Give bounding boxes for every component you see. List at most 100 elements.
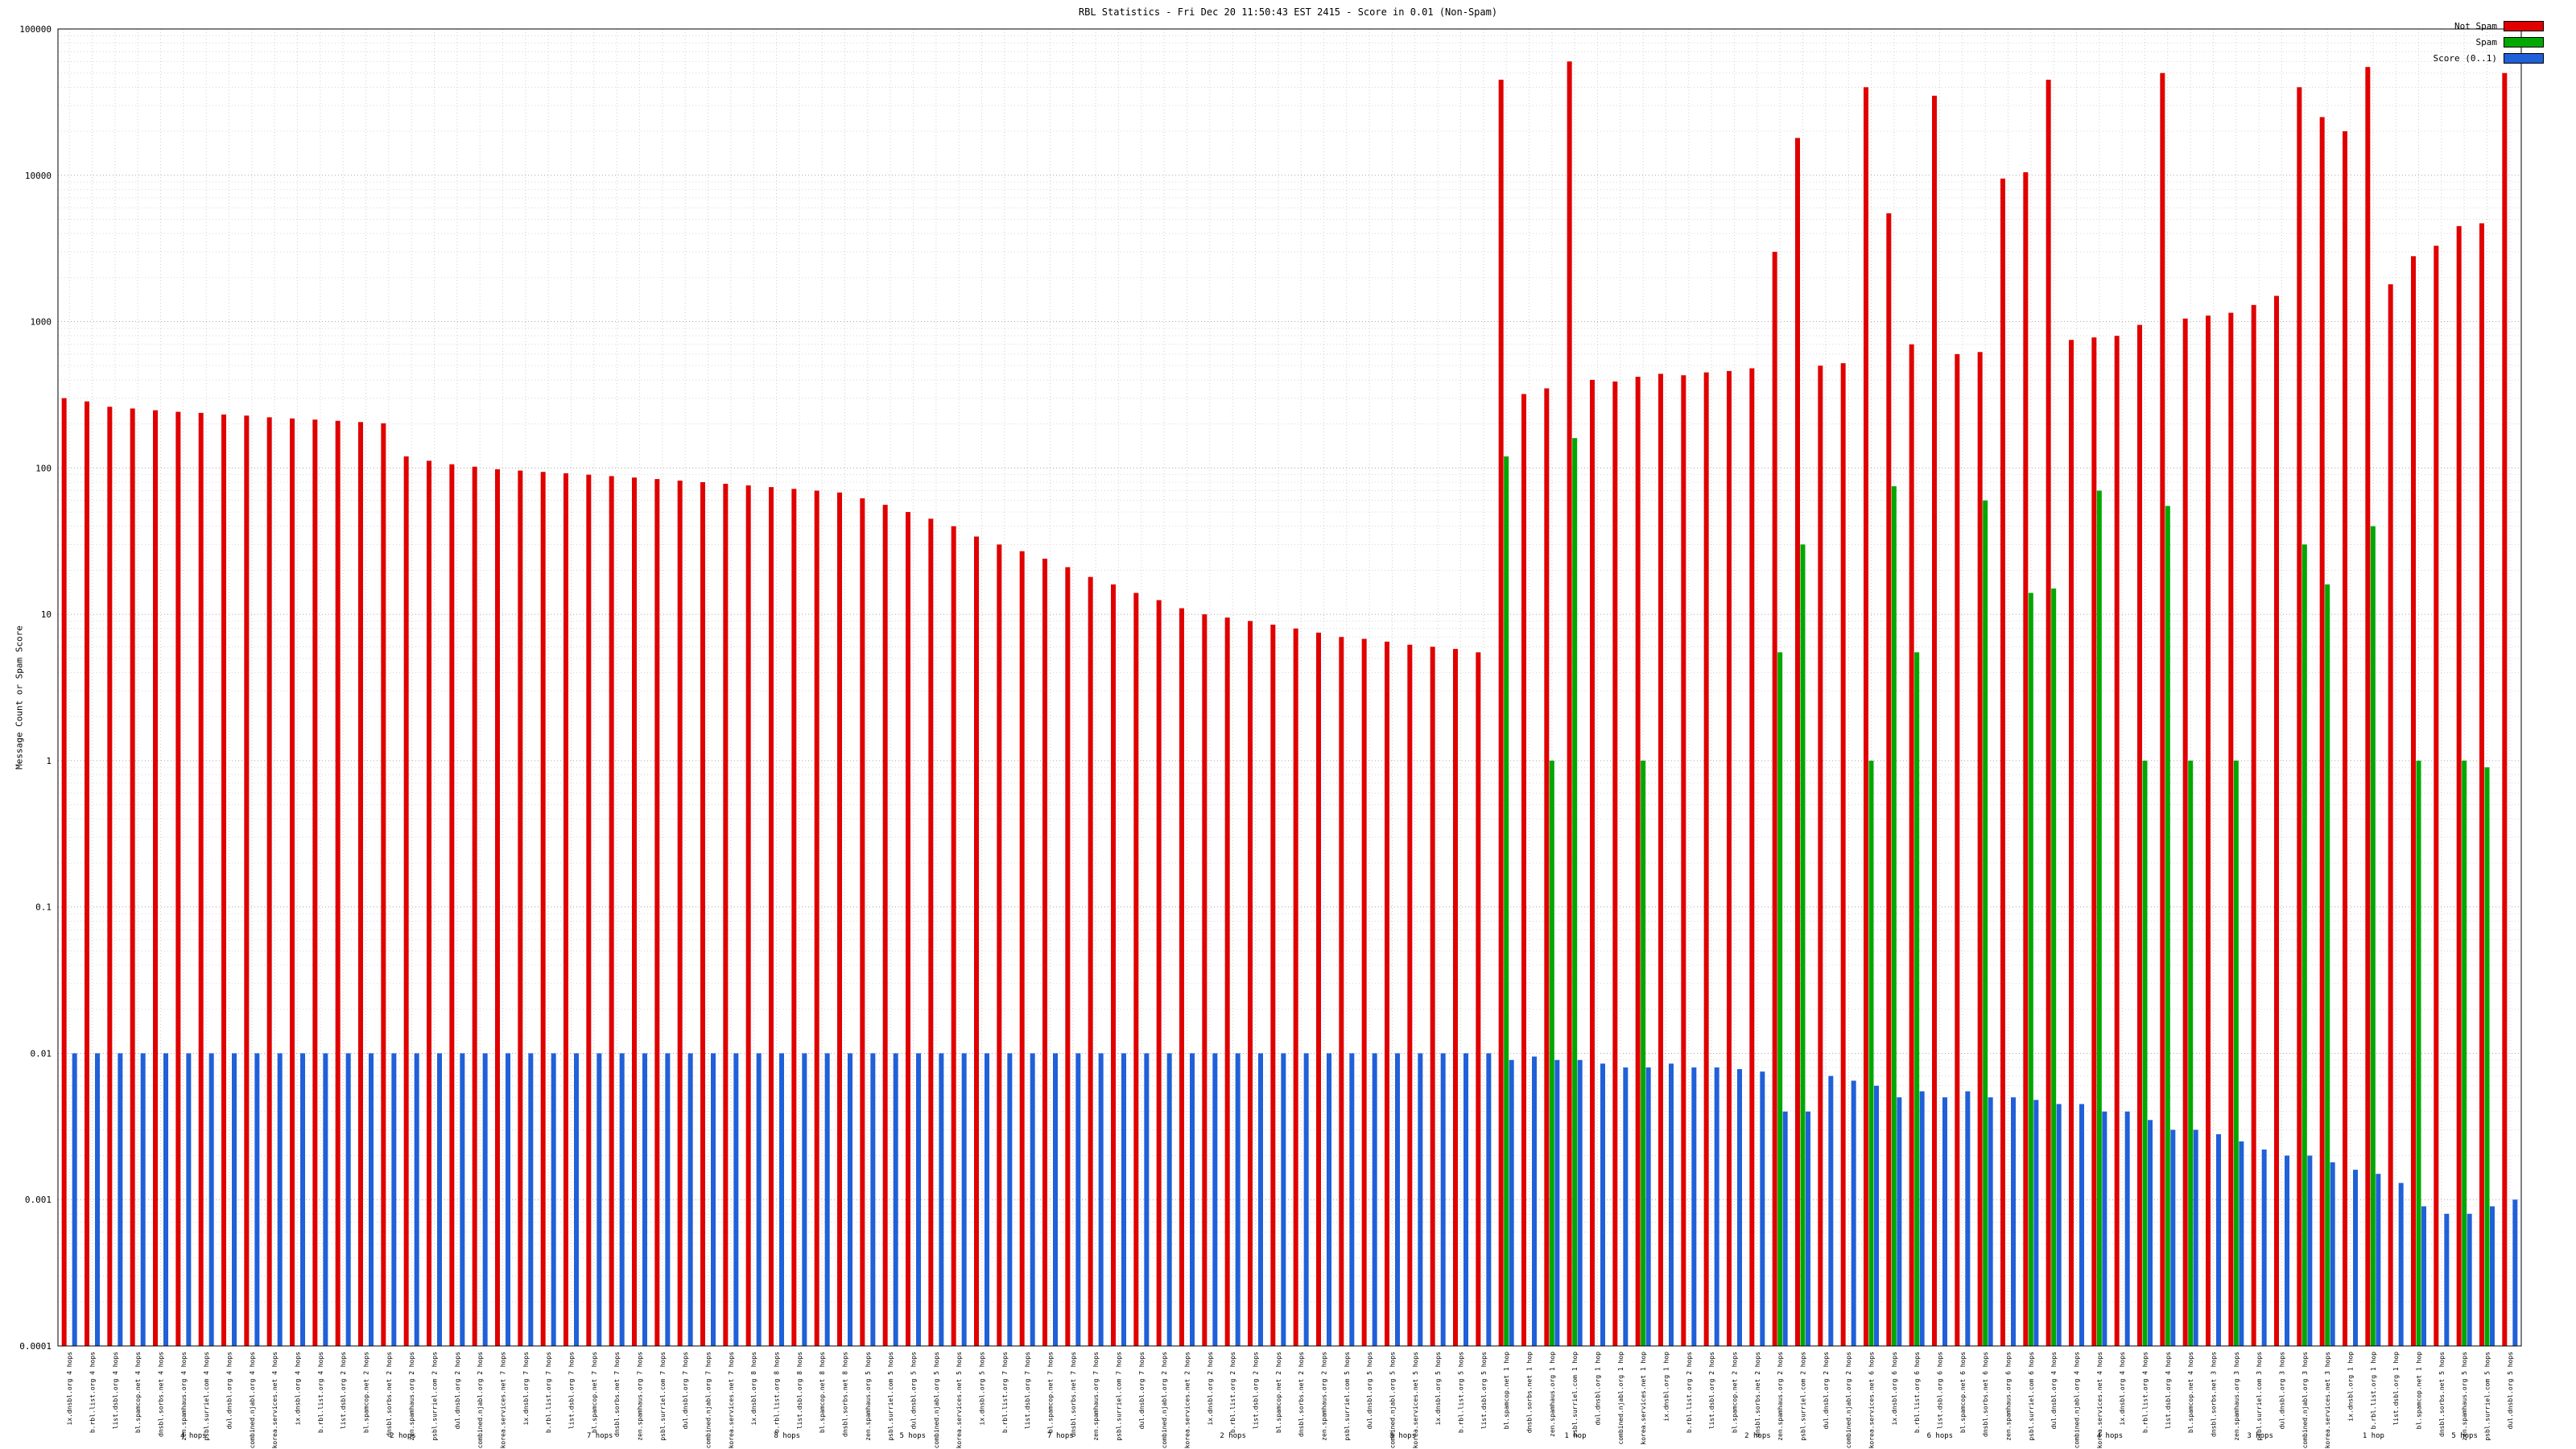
bar-group [198,412,214,1346]
spam-bar [2188,760,2194,1346]
not-spam-bar [61,398,67,1347]
x-tick-label: ix.dnsbl.org 2 hops [1207,1352,1214,1426]
x-tick-label: combined.njabl.org 2 hops [1845,1352,1852,1449]
bar-group [1795,138,1810,1347]
not-spam-bar [1864,87,1868,1346]
not-spam-bar [837,492,842,1346]
bar-group [2114,336,2130,1346]
bar-group [2069,340,2084,1347]
score-bar [414,1053,419,1346]
not-spam-bar [1202,614,1208,1346]
x-tick-label: b.rbl.list.org 8 hops [774,1352,781,1433]
not-spam-bar [472,466,477,1346]
x-tick-label: ix.dnsbl.org 4 hops [2119,1352,2126,1426]
bar-group [1727,370,1742,1347]
x-tick-label: list.dsbl.org 4 hops [112,1352,119,1430]
score-bar [460,1053,465,1346]
score-bar [893,1053,898,1346]
x-tick-label: korea.services.net 5 hops [956,1352,963,1449]
x-tick-label: combined.njabl.org 5 hops [933,1352,940,1449]
not-spam-bar [1703,372,1709,1347]
not-spam-bar [2206,316,2211,1347]
x-tick-label: bl.spamcop.net 7 hops [1047,1352,1055,1433]
bar-group [1179,608,1195,1346]
not-spam-bar [2114,336,2120,1346]
x-tick-label: bl.spamcop.net 4 hops [2187,1352,2194,1433]
score-bar [1190,1053,1195,1346]
x-tick-label: b.rbl.list.org 4 hops [2142,1352,2149,1433]
bar-group [403,456,419,1346]
x-tick-label: b.rbl.list.org 6 hops [1913,1352,1921,1433]
x-tick-label: dul.dnsbl.org 7 hops [682,1352,689,1430]
not-spam-bar [2091,337,2097,1346]
hop-group-label: 5 hops [900,1432,927,1440]
spam-bar [2370,526,2376,1346]
not-spam-bar [403,456,409,1346]
score-bar [2353,1170,2358,1346]
score-bar [528,1053,534,1346]
not-spam-bar [700,481,705,1346]
not-spam-bar [1179,608,1184,1346]
not-spam-bar [2069,340,2074,1347]
x-tick-label: psbl.surriel.com 2 hops [1800,1352,1807,1441]
x-tick-label: b.rbl.list.org 2 hops [1686,1352,1693,1433]
score-bar [2444,1213,2450,1346]
score-bar [2490,1206,2495,1346]
not-spam-bar [814,490,819,1346]
score-bar [95,1053,100,1346]
x-tick-label: zen.spamhaus.org 5 hops [865,1352,872,1441]
score-bar [687,1053,693,1346]
bar-group [564,473,579,1346]
x-tick-label: psbl.surriel.com 5 hops [2484,1352,2491,1441]
score-bar [1121,1053,1126,1346]
x-tick-label: bl.spamcop.net 8 hops [819,1352,826,1433]
score-bar [300,1053,305,1346]
bar-group [2456,225,2472,1346]
bar-group [1202,614,1218,1346]
score-bar [1691,1067,1697,1346]
score-bar [1098,1053,1104,1346]
score-bar [2102,1111,2107,1346]
not-spam-bar [540,472,546,1347]
score-bar [1782,1111,1788,1346]
score-bar [939,1053,944,1346]
not-spam-bar [130,408,135,1346]
score-bar [2011,1097,2016,1346]
legend-label-score: Score (0..1) [2433,53,2497,64]
y-axis-label: Message Count or Spam Score [14,625,25,770]
not-spam-bar [2274,295,2279,1346]
score-bar [1532,1056,1537,1346]
score-bar [391,1053,397,1346]
not-spam-bar [677,481,683,1347]
not-spam-bar [2388,284,2393,1346]
legend-item-spam: Spam [2434,37,2544,47]
x-tick-label: ix.dnsbl.org 1 hop [2347,1352,2355,1422]
score-bar [551,1053,556,1346]
x-tick-label: zen.spamhaus.org 3 hops [2233,1352,2240,1441]
not-spam-bar [2319,117,2325,1346]
bar-group [107,407,123,1347]
score-bar [1349,1053,1355,1346]
not-spam-bar [564,473,568,1346]
x-tick-label: dul.dnsbl.org 2 hops [1823,1352,1830,1430]
x-tick-label: ix.dnsbl.org 8 hops [750,1352,758,1426]
x-tick-label: bl.spamcop.net 2 hops [363,1352,370,1433]
score-bar [2216,1133,2221,1346]
bar-group [1042,558,1058,1346]
spam-bar [2051,588,2057,1346]
x-tick-label: bl.spamcop.net 6 hops [1959,1352,1967,1433]
x-tick-label: dnsbl.sorbs.net 5 hops [2438,1352,2446,1437]
bar-group [1567,61,1583,1347]
not-spam-bar [518,470,523,1346]
bar-group [1681,375,1697,1346]
bar-group [175,411,192,1347]
score-bar [437,1053,442,1346]
x-tick-label: combined.njabl.org 1 hop [1617,1352,1624,1445]
x-tick-label: b.rbl.list.org 4 hops [89,1352,97,1433]
not-spam-bar [2023,171,2029,1347]
bar-group [1658,374,1674,1347]
score-bar [1212,1053,1218,1346]
hop-group-label: 5 hops [2451,1432,2478,1440]
bar-group [2343,131,2358,1346]
bar-group [1612,381,1629,1347]
